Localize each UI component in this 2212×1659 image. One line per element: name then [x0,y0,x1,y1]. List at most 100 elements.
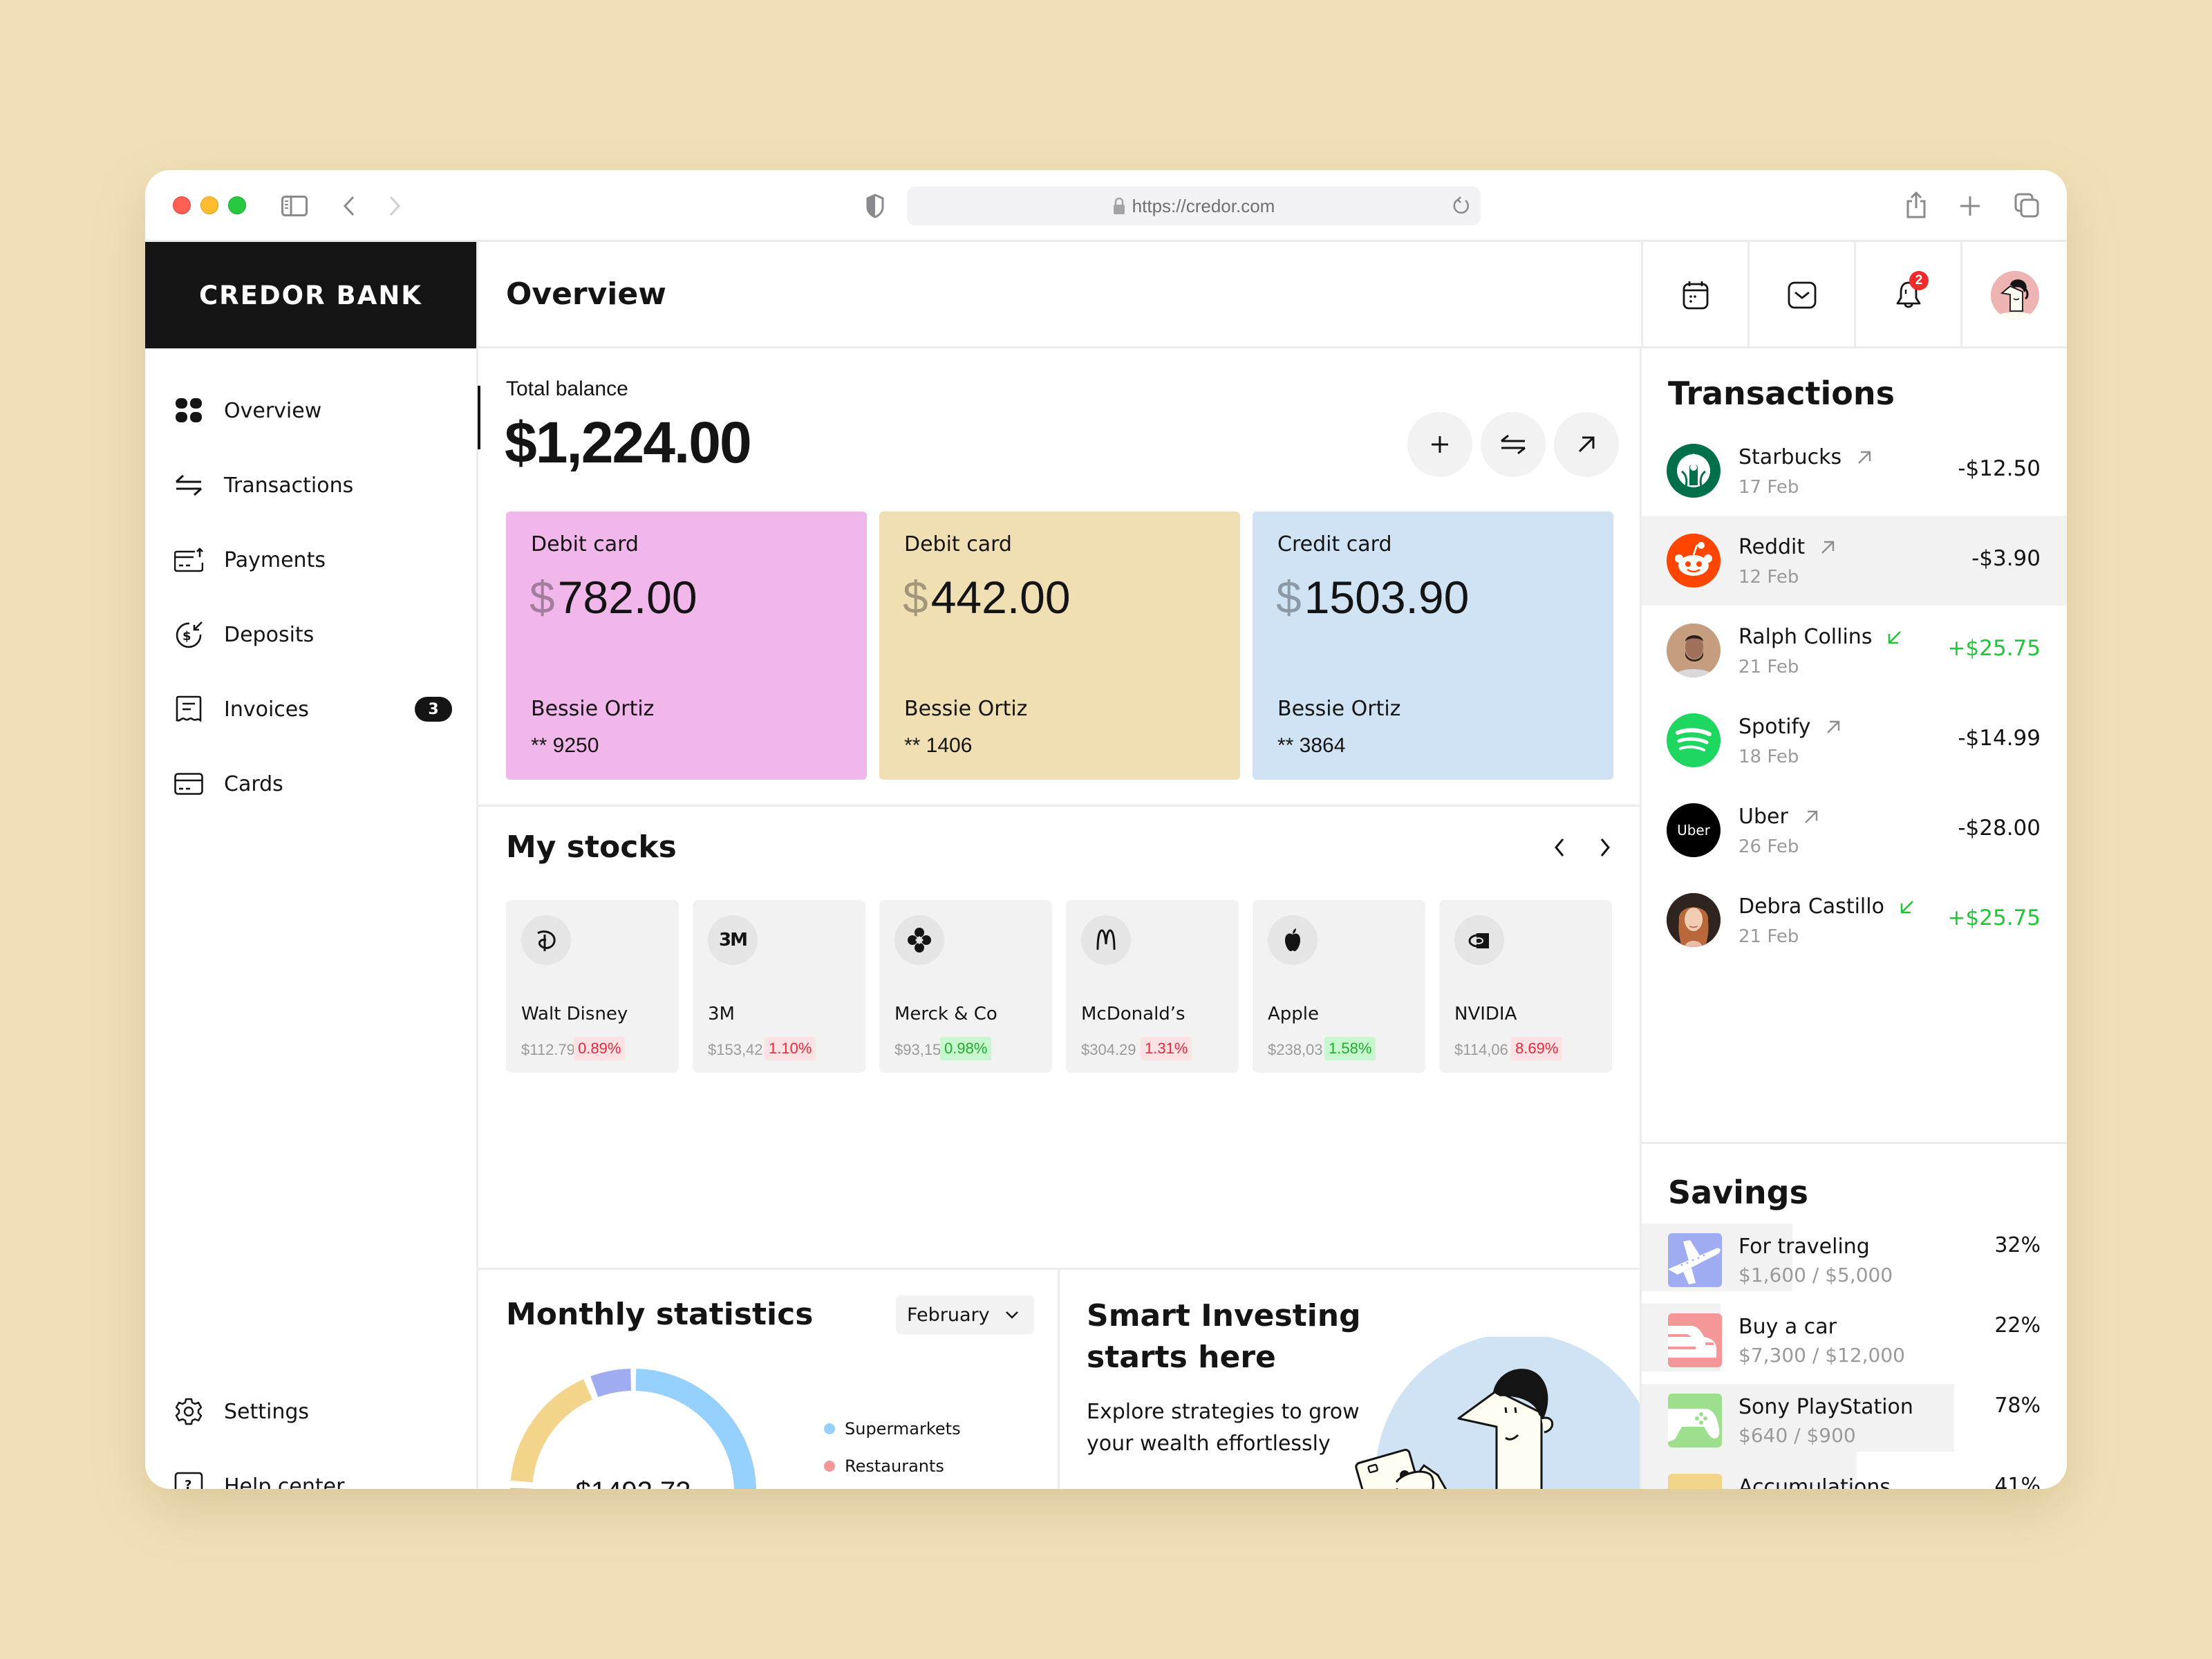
calendar-icon [1683,281,1708,310]
sidebar-item-payments[interactable]: Payments [145,532,478,588]
sidebar-item-help-center[interactable]: ? Help center [145,1459,478,1489]
sidebar-item-cards[interactable]: Cards [145,756,478,812]
inbox-button[interactable] [1747,242,1854,348]
reddit-logo-icon [1667,534,1721,588]
savings-goal-accumulations[interactable]: Accumulations $4,500 / $10,000 41% [1642,1452,2067,1489]
monthly-statistics-title: Monthly statistics [506,1297,814,1332]
debit-card-1406[interactable]: Debit card $442.00 Bessie Ortiz ** 1406 [879,512,1240,780]
savings-goal-name: Buy a car [1738,1315,1837,1339]
privacy-shield-icon[interactable] [861,191,889,221]
profile-button[interactable] [1960,242,2067,348]
stocks-next-button[interactable] [1590,832,1620,863]
minimize-window-button[interactable] [200,196,218,214]
card-type: Credit card [1277,532,1392,556]
stock-card-nvidia[interactable]: NVIDIA $114,06 8.69% [1439,900,1612,1073]
stock-card-3m[interactable]: 3M 3M $153,42 1.10% [693,900,865,1073]
main-content: Total balance $1,224.00 Debit card $782.… [478,348,1645,1489]
card-number: ** 3864 [1277,734,1346,757]
send-money-button[interactable] [1554,412,1619,477]
sidebar-item-transactions[interactable]: Transactions [145,458,478,513]
total-balance-value: $1,224.00 [505,410,752,475]
sidebar-item-overview[interactable]: Overview [145,383,480,449]
stocks-prev-button[interactable] [1544,832,1575,863]
card-holder: Bessie Ortiz [1277,697,1401,721]
transaction-row-ralph-collins[interactable]: Ralph Collins 21 Feb +$25.75 [1642,606,2067,695]
swap-arrows-icon [1501,434,1526,455]
transaction-row-reddit[interactable]: Reddit 12 Feb -$3.90 [1642,516,2067,606]
divider [1058,1269,1060,1489]
calendar-button[interactable] [1641,242,1747,348]
plus-icon [1432,436,1448,453]
stock-card-apple[interactable]: Apple $238,03 1.58% [1253,900,1425,1073]
stock-card-walt-disney[interactable]: Walt Disney $112.79 0.89% [506,900,679,1073]
stock-change-badge: 1.10% [765,1037,816,1060]
card-type: Debit card [904,532,1012,556]
forward-icon[interactable] [384,192,405,220]
close-window-button[interactable] [173,196,191,214]
card-holder: Bessie Ortiz [531,697,655,721]
coin-icon [1668,1474,1722,1489]
airplane-icon [1668,1233,1722,1287]
stock-name: Walt Disney [521,1004,628,1024]
sidebar-item-label: Deposits [224,622,315,647]
add-money-button[interactable] [1407,412,1472,477]
dollar-return-icon: $ [173,619,205,650]
card-number: ** 1406 [904,734,973,757]
merck-logo-icon [894,915,944,965]
new-tab-icon[interactable] [1956,191,1984,221]
transaction-date: 21 Feb [1738,926,1799,947]
sidebar-item-deposits[interactable]: $ Deposits [145,607,478,662]
sidebar-item-label: Transactions [224,473,354,498]
transaction-amount: -$28.00 [1958,816,2041,841]
sidebar-item-label: Settings [224,1399,310,1424]
transaction-row-starbucks[interactable]: Starbucks 17 Feb -$12.50 [1642,426,2067,516]
reload-icon[interactable] [1452,195,1471,217]
outgoing-arrow-icon [1827,720,1840,733]
divider [1642,1142,2067,1144]
transaction-name: Uber [1738,805,1788,829]
transaction-date: 17 Feb [1738,477,1799,498]
legend-item-supermarkets: Supermarkets [824,1410,961,1447]
tab-overview-icon[interactable] [2012,189,2042,221]
savings-goal-buy-a-car[interactable]: Buy a car $7,300 / $12,000 22% [1642,1304,2067,1384]
transaction-name: Starbucks [1738,445,1842,469]
stock-card-mcdonalds[interactable]: McDonald’s $304.29 1.31% [1066,900,1239,1073]
stock-change-badge: 0.89% [574,1037,626,1060]
maximize-window-button[interactable] [228,196,246,214]
sidebar-toggle-icon[interactable] [281,192,308,220]
brand-logo[interactable]: CREDOR BANK [145,242,476,348]
debit-card-9250[interactable]: Debit card $782.00 Bessie Ortiz ** 9250 [506,512,867,780]
stock-change-badge: 8.69% [1511,1037,1563,1060]
sidebar: CREDOR BANK Overview Transactions Paymen… [145,242,480,1489]
transaction-row-uber[interactable]: Uber Uber 26 Feb -$28.00 [1642,785,2067,875]
transfer-button[interactable] [1481,412,1546,477]
address-bar[interactable]: https://credor.com [907,187,1481,225]
savings-goal-for-traveling[interactable]: For traveling $1,600 / $5,000 32% [1642,1224,2067,1304]
sidebar-item-settings[interactable]: Settings [145,1384,478,1439]
stock-price: $114,06 [1454,1041,1508,1058]
savings-goal-sony-playstation[interactable]: Sony PlayStation $640 / $900 78% [1642,1384,2067,1464]
chart-legend: Supermarkets Restaurants Taxi Clothes Ot… [824,1410,961,1489]
stock-card-merck[interactable]: Merck & Co $93,15 0.98% [879,900,1052,1073]
credit-card-3864[interactable]: Credit card $1503.90 Bessie Ortiz ** 386… [1253,512,1613,780]
back-icon[interactable] [339,192,359,220]
transaction-amount: +$25.75 [1947,636,2041,661]
avatar [1990,271,2039,319]
transaction-row-debra-castillo[interactable]: Debra Castillo 21 Feb +$25.75 [1642,875,2067,965]
month-select[interactable]: February [896,1295,1034,1334]
transaction-row-spotify[interactable]: Spotify 18 Feb -$14.99 [1642,695,2067,785]
savings-goal-amount: $640 / $900 [1738,1424,1856,1447]
url-text: https://credor.com [1132,195,1275,216]
card-balance: $782.00 [529,572,697,623]
outgoing-arrow-icon [1821,541,1835,554]
notifications-button[interactable]: 2 [1854,242,1960,348]
incoming-arrow-icon [1888,630,1902,644]
uber-logo-icon: Uber [1667,803,1721,857]
gear-icon [173,1396,205,1427]
ralph-collins-avatar [1667,624,1721,677]
sidebar-item-invoices[interactable]: Invoices 3 [145,682,478,737]
receipt-icon [173,693,205,725]
share-icon[interactable] [1901,188,1931,223]
stock-name: 3M [708,1004,735,1024]
debra-castillo-avatar [1667,893,1721,947]
